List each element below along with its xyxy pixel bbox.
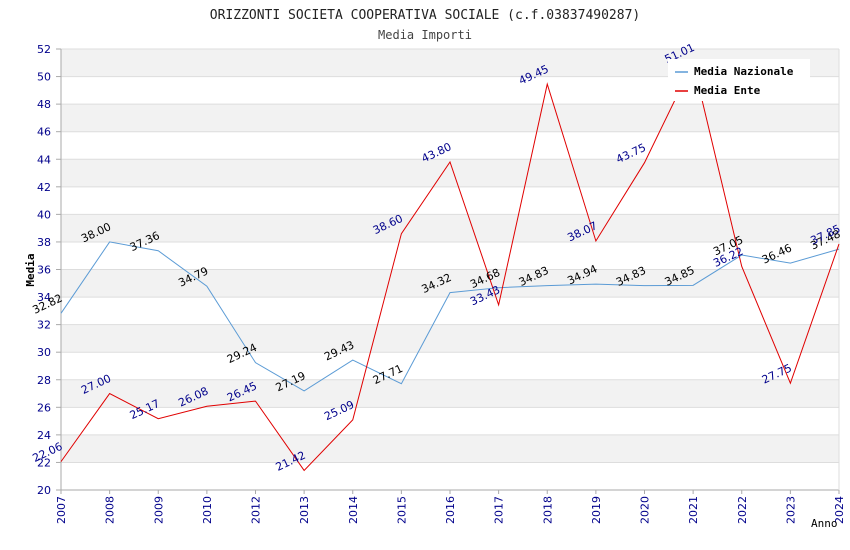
grid-lines bbox=[61, 48, 839, 491]
x-axis-label: Anno bbox=[811, 517, 838, 530]
grid-band bbox=[61, 241, 839, 270]
x-tick-label: 2019 bbox=[590, 496, 603, 524]
y-tick-label: 30 bbox=[37, 346, 51, 359]
grid-band bbox=[61, 352, 839, 380]
y-tick-label: 48 bbox=[37, 98, 51, 111]
y-tick-label: 50 bbox=[37, 71, 51, 84]
x-tick-label: 2018 bbox=[541, 496, 554, 524]
y-tick-label: 28 bbox=[37, 374, 51, 387]
grid-band bbox=[61, 379, 839, 408]
x-tick-label: 2014 bbox=[347, 496, 360, 524]
grid-band bbox=[61, 462, 839, 490]
y-tick-label: 32 bbox=[37, 319, 51, 332]
x-tick-label: 2013 bbox=[298, 496, 311, 524]
grid-band bbox=[61, 324, 839, 353]
grid-band bbox=[61, 104, 839, 132]
grid-band bbox=[61, 186, 839, 215]
legend-box bbox=[668, 59, 810, 101]
x-tick-label: 2022 bbox=[736, 496, 749, 524]
x-tick-labels: 2007 2008 2009 2010 2012 2013 2014 2015 2016 2017… bbox=[55, 496, 846, 524]
x-tick-label: 2017 bbox=[493, 496, 506, 524]
x-tick-label: 2008 bbox=[104, 496, 117, 524]
x-tick-label: 2021 bbox=[687, 496, 700, 524]
x-tick-label: 2007 bbox=[55, 496, 68, 524]
x-tick-label: 2012 bbox=[250, 496, 263, 524]
x-tick-label: 2010 bbox=[201, 496, 214, 524]
grid-band bbox=[61, 159, 839, 187]
y-tick-labels: 20 22 24 26 28 30 32 34 36 38 40 42 44 46 48 50 52 bbox=[37, 43, 51, 497]
x-tick-label: 2023 bbox=[784, 496, 797, 524]
series-line-media-ente bbox=[60, 61, 840, 472]
y-tick-label: 46 bbox=[37, 126, 51, 139]
y-tick-label: 42 bbox=[37, 181, 51, 194]
legend-label-media-ente: Media Ente bbox=[694, 84, 761, 97]
grid-band bbox=[61, 131, 839, 160]
x-tick-label: 2016 bbox=[444, 496, 457, 524]
x-tick-label: 2015 bbox=[395, 496, 408, 524]
y-tick-label: 20 bbox=[37, 484, 51, 497]
grid-band bbox=[61, 434, 839, 463]
legend-label-media-nazionale: Media Nazionale bbox=[694, 65, 794, 78]
y-tick-label: 40 bbox=[37, 208, 51, 221]
x-tick-label: 2024 bbox=[833, 496, 846, 524]
grid-band bbox=[61, 297, 839, 325]
chart-title: ORIZZONTI SOCIETA COOPERATIVA SOCIALE (c… bbox=[210, 8, 640, 23]
y-tick-label: 36 bbox=[37, 264, 51, 277]
y-tick-label: 22 bbox=[37, 456, 51, 469]
y-tick-label: 24 bbox=[37, 429, 51, 442]
grid-band bbox=[61, 407, 839, 435]
x-tick-label: 2020 bbox=[639, 496, 652, 524]
x-tick-label: 2009 bbox=[152, 496, 165, 524]
y-tick-label: 34 bbox=[37, 291, 51, 304]
series-line-media-nazionale bbox=[60, 241, 840, 392]
grid-band bbox=[61, 214, 839, 242]
y-tick-label: 44 bbox=[37, 153, 51, 166]
y-tick-label: 38 bbox=[37, 236, 51, 249]
legend: Media Nazionale Media Ente bbox=[668, 59, 810, 101]
y-tick-label: 52 bbox=[37, 43, 51, 56]
y-tick-label: 26 bbox=[37, 401, 51, 414]
series-lines bbox=[60, 61, 840, 472]
y-axis-label: Media bbox=[24, 253, 37, 286]
chart-subtitle: Media Importi bbox=[378, 28, 472, 42]
axes bbox=[56, 48, 840, 494]
